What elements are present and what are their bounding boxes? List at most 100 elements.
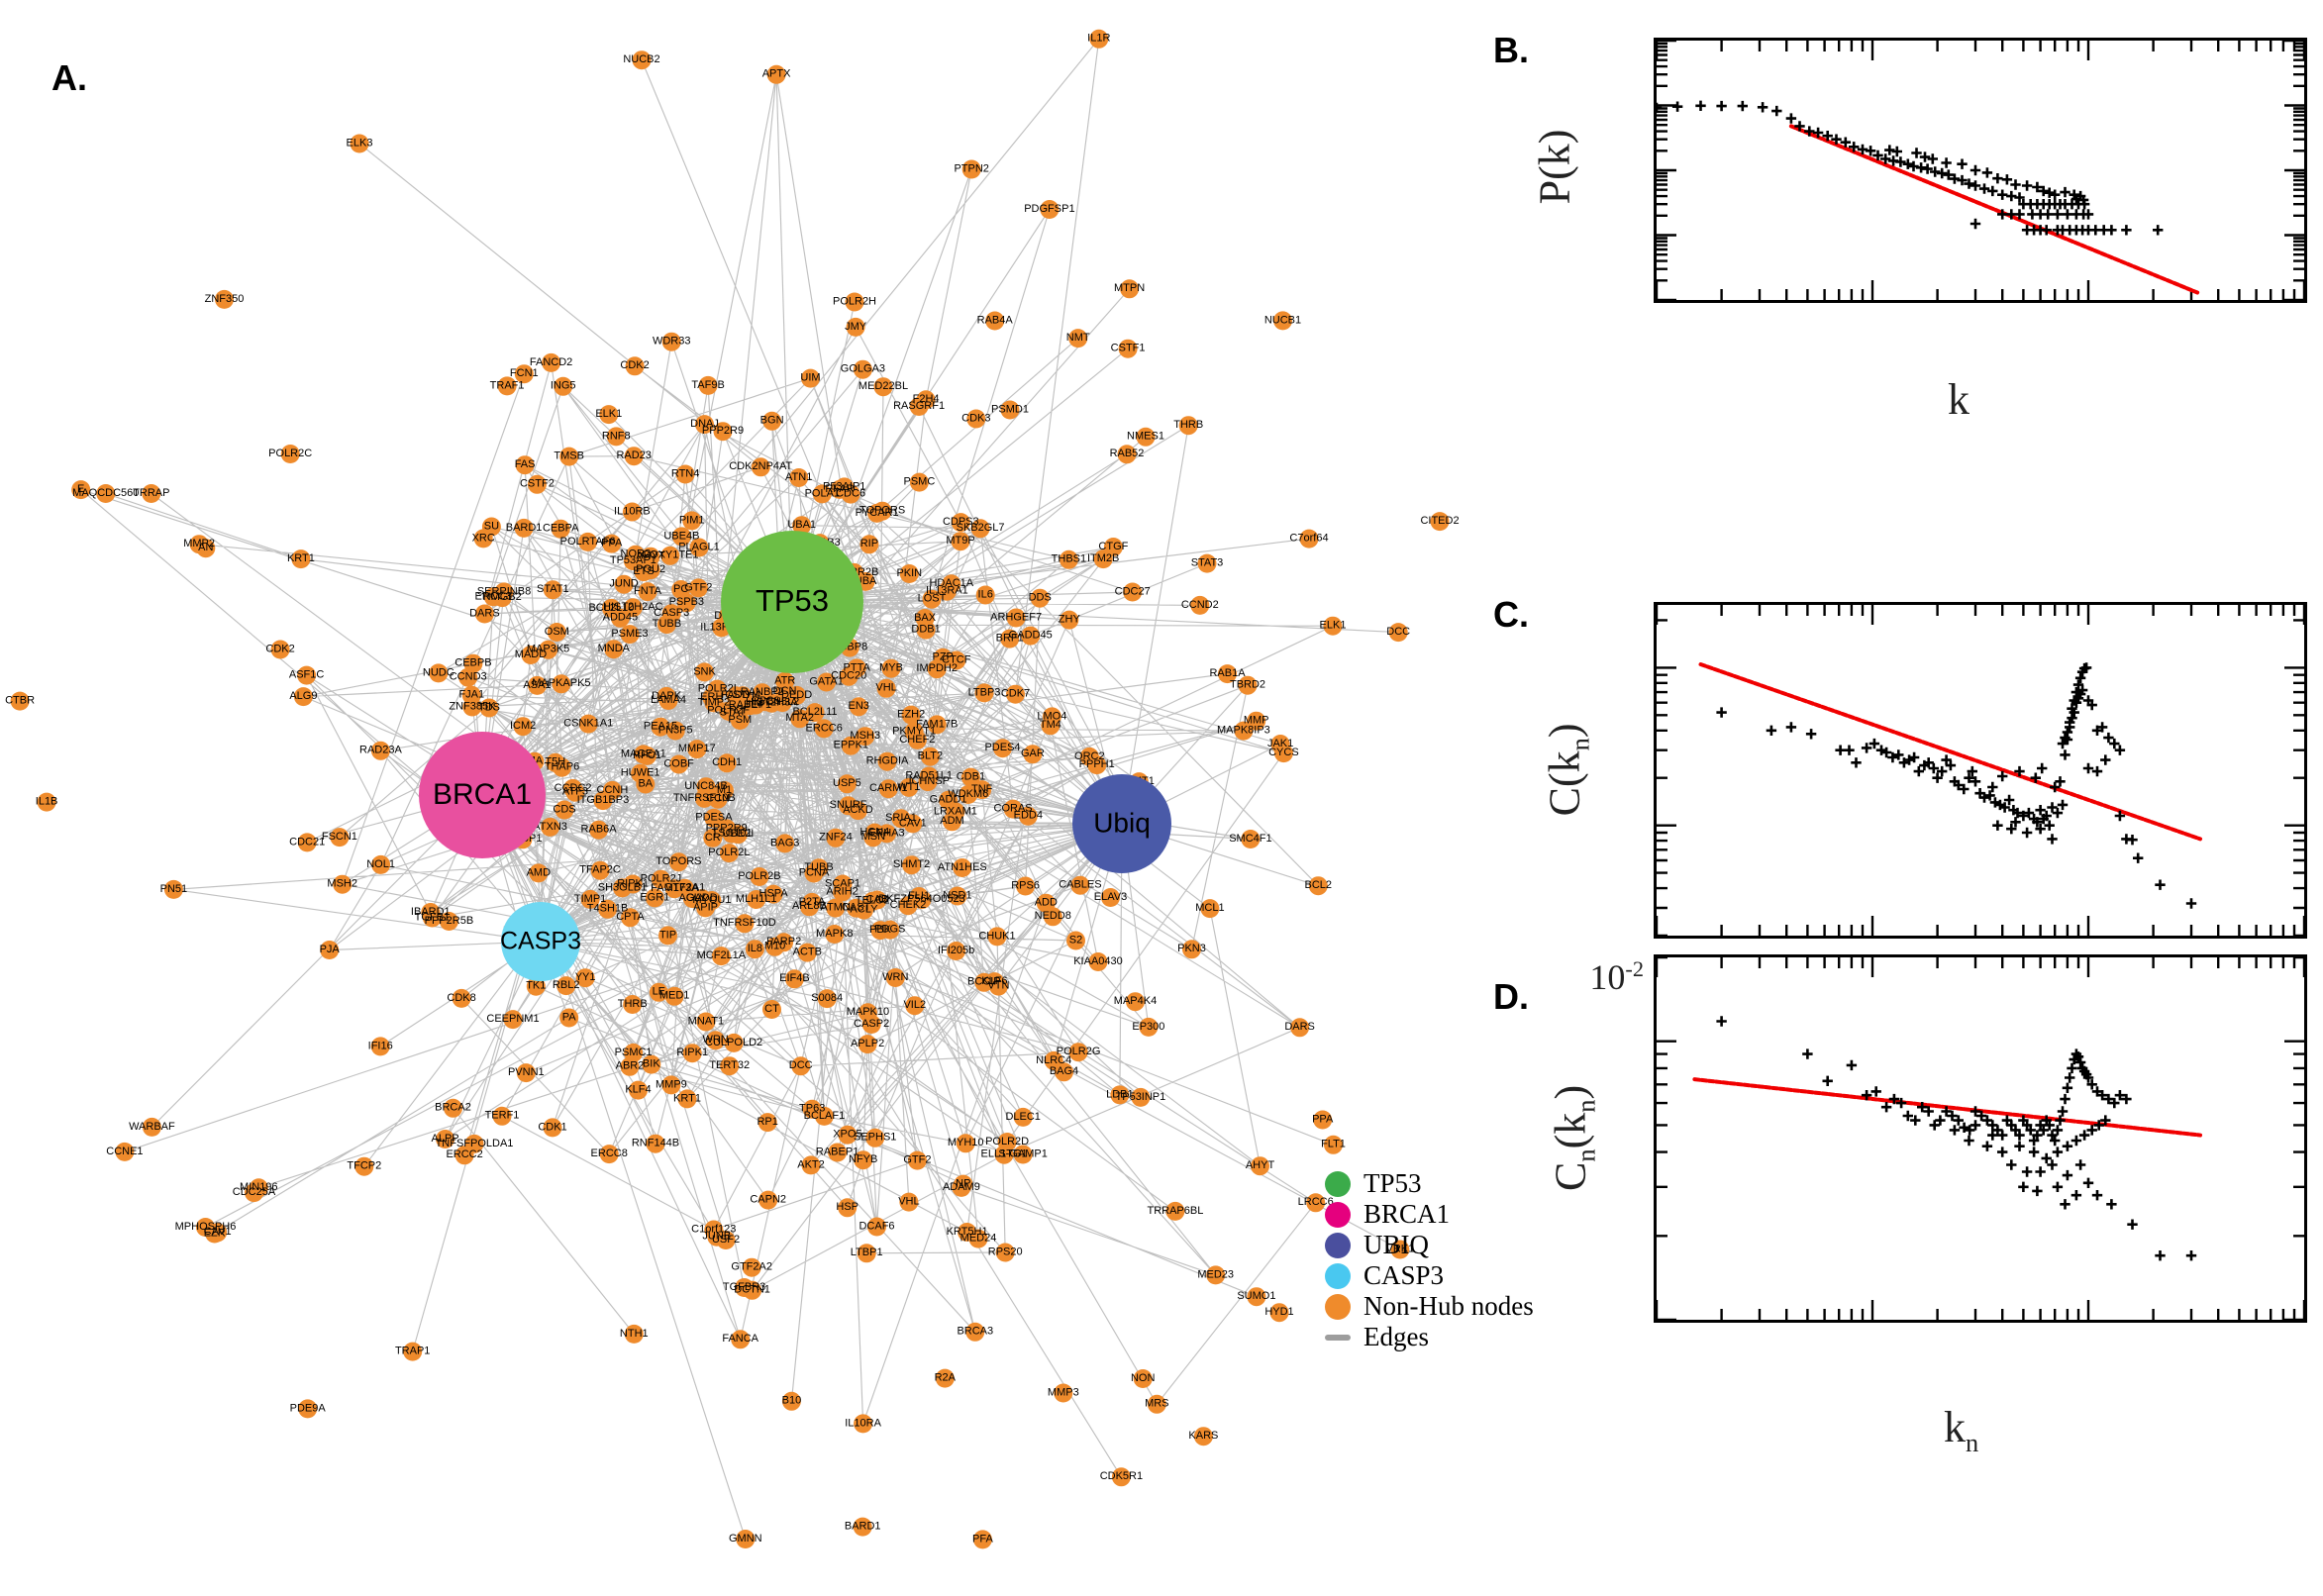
svg-text:T4SH1B: T4SH1B — [587, 903, 629, 915]
svg-text:ZNF350: ZNF350 — [205, 293, 245, 305]
svg-text:PPP2R9: PPP2R9 — [702, 425, 744, 437]
svg-text:TMSB: TMSB — [554, 450, 584, 462]
svg-text:CAST: CAST — [842, 902, 871, 914]
svg-text:NUCB2: NUCB2 — [623, 53, 659, 65]
svg-text:DCTN1: DCTN1 — [734, 1284, 770, 1296]
svg-text:HSPA: HSPA — [759, 888, 789, 900]
svg-text:RFAR: RFAR — [825, 483, 854, 495]
svg-text:NMT: NMT — [1066, 332, 1090, 344]
svg-text:IL13RA1: IL13RA1 — [926, 585, 968, 597]
svg-text:ZNF385K: ZNF385K — [449, 700, 496, 712]
svg-text:ZNF24: ZNF24 — [819, 832, 853, 844]
svg-text:HCN4: HCN4 — [859, 827, 889, 839]
svg-text:DAPK: DAPK — [652, 690, 682, 702]
svg-text:CITED2: CITED2 — [1420, 515, 1459, 527]
svg-text:MRS: MRS — [1145, 1398, 1168, 1410]
circle-icon — [1325, 1201, 1351, 1228]
svg-text:FNTA: FNTA — [634, 585, 662, 597]
svg-text:ADAM9: ADAM9 — [943, 1181, 980, 1193]
svg-text:TNF: TNF — [971, 783, 993, 795]
svg-text:VIL2: VIL2 — [903, 999, 926, 1011]
svg-text:ELL1TG1: ELL1TG1 — [981, 1148, 1028, 1160]
legend-label: TP53 — [1364, 1168, 1422, 1198]
svg-text:EN3: EN3 — [848, 700, 868, 712]
svg-text:FADD: FADD — [721, 689, 750, 701]
svg-text:MMP17: MMP17 — [678, 743, 716, 754]
svg-text:PZP: PZP — [932, 651, 953, 663]
svg-text:MAPKAPK5: MAPKAPK5 — [532, 677, 590, 689]
svg-text:SNURF: SNURF — [830, 799, 867, 811]
svg-text:ZHY: ZHY — [1059, 614, 1081, 626]
svg-text:PSMD1: PSMD1 — [991, 403, 1029, 415]
svg-text:CEBPB: CEBPB — [454, 657, 491, 669]
svg-text:HUWE1: HUWE1 — [621, 767, 660, 779]
svg-text:THRB: THRB — [618, 998, 648, 1010]
svg-text:ETS: ETS — [633, 565, 654, 577]
svg-text:POLR2C: POLR2C — [268, 448, 312, 459]
svg-text:CDC25A: CDC25A — [233, 1186, 276, 1198]
svg-text:EDD4: EDD4 — [1014, 810, 1043, 822]
svg-text:PSMC1: PSMC1 — [615, 1047, 653, 1058]
svg-text:BCLAF1: BCLAF1 — [804, 1110, 846, 1122]
svg-text:GATA1: GATA1 — [809, 675, 843, 687]
svg-text:RANBP2: RANBP2 — [741, 686, 784, 698]
svg-text:ARIH2: ARIH2 — [826, 885, 858, 897]
axis-label-y-c: C(kn) — [1540, 723, 1595, 817]
svg-text:GAR: GAR — [1021, 748, 1045, 759]
panel-a-letter: A. — [51, 57, 87, 98]
svg-text:MTPN: MTPN — [1114, 282, 1145, 294]
svg-text:ELAV3: ELAV3 — [1094, 891, 1127, 903]
svg-text:MED23: MED23 — [1197, 1268, 1234, 1280]
svg-text:TAF9B: TAF9B — [691, 379, 724, 391]
svg-text:CDK2: CDK2 — [620, 359, 649, 371]
svg-text:FAM173A: FAM173A — [651, 882, 699, 894]
svg-text:RAD23A: RAD23A — [359, 745, 402, 756]
svg-text:KRT1: KRT1 — [287, 552, 315, 564]
svg-text:ITM2B: ITM2B — [1087, 552, 1119, 564]
svg-text:NSD1: NSD1 — [943, 889, 971, 901]
svg-text:TERF1: TERF1 — [485, 1110, 520, 1122]
svg-text:CDK3: CDK3 — [961, 412, 990, 424]
svg-text:GMNN: GMNN — [729, 1533, 762, 1545]
svg-text:LE: LE — [653, 986, 665, 998]
svg-text:FAM17B: FAM17B — [916, 718, 958, 730]
svg-text:TP63: TP63 — [799, 1103, 825, 1115]
svg-text:UNC84B: UNC84B — [684, 780, 727, 792]
svg-text:ATR: ATR — [774, 675, 795, 687]
svg-text:PA: PA — [562, 1011, 577, 1023]
svg-text:PBK: PBK — [869, 924, 892, 936]
svg-text:KARS: KARS — [1188, 1430, 1218, 1442]
svg-text:HDAC1A: HDAC1A — [929, 577, 973, 589]
svg-text:MYH10: MYH10 — [948, 1137, 984, 1148]
svg-text:COBF: COBF — [663, 757, 694, 769]
svg-text:MAPK8IP3: MAPK8IP3 — [1217, 725, 1270, 737]
svg-text:FANCD2: FANCD2 — [530, 356, 572, 368]
svg-text:BAG3: BAG3 — [770, 837, 799, 848]
svg-text:SU: SU — [484, 520, 499, 532]
svg-text:TDS: TDS — [478, 701, 500, 713]
svg-text:NP: NP — [956, 1178, 970, 1190]
svg-text:ERCC3: ERCC3 — [475, 590, 512, 602]
axis-label-y-d: Cn(kn) — [1546, 1084, 1601, 1191]
svg-text:KRT5H1: KRT5H1 — [947, 1226, 988, 1238]
svg-text:HMGB2: HMGB2 — [483, 591, 522, 603]
svg-text:IL1B: IL1B — [36, 796, 58, 808]
svg-text:CCND3: CCND3 — [450, 671, 487, 683]
svg-text:PDGFSP1: PDGFSP1 — [1024, 203, 1074, 215]
svg-text:JAK1: JAK1 — [1267, 738, 1293, 749]
svg-text:CYCS: CYCS — [1268, 747, 1299, 758]
svg-text:DARS: DARS — [469, 607, 500, 619]
legend-item-ubiq: UBIQ — [1325, 1230, 1513, 1260]
legend-item-edges: Edges — [1325, 1322, 1513, 1352]
svg-text:POLR2G: POLR2G — [1057, 1046, 1101, 1057]
svg-text:LAMA4: LAMA4 — [651, 694, 686, 706]
svg-text:GTF2A1: GTF2A1 — [664, 882, 706, 894]
svg-text:EZH2: EZH2 — [897, 709, 925, 721]
svg-text:USF2: USF2 — [712, 1234, 740, 1246]
svg-text:FLI1: FLI1 — [908, 890, 930, 902]
svg-text:CEBPA: CEBPA — [543, 523, 579, 535]
svg-text:RNF144B: RNF144B — [632, 1138, 679, 1149]
svg-text:ING5: ING5 — [551, 380, 576, 392]
svg-text:PJA: PJA — [320, 944, 341, 955]
svg-text:POLR2I: POLR2I — [698, 683, 737, 695]
